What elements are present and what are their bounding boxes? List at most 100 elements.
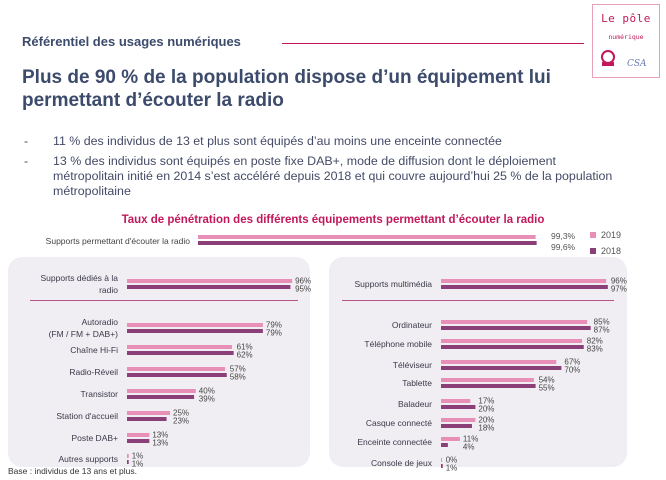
data-label-autres-supports-2018: 1% — [132, 460, 144, 469]
category-label-autoradio-fm-fm-dab: (FM / FM + DAB+) — [49, 329, 119, 339]
bar-autres-supports-2018 — [127, 460, 129, 464]
bullet-dash-icon: - — [24, 134, 29, 148]
data-label-baladeur-2019: 17% — [478, 397, 494, 406]
bullet-dash-icon: - — [24, 154, 29, 168]
data-label-supports-multimedia-2018: 97% — [611, 285, 627, 294]
bar-enceinte-connectee-2019 — [441, 437, 460, 441]
data-label-console-de-jeux-2019: 0% — [446, 456, 458, 465]
category-label-supports-dedies-a-la-radio: radio — [99, 285, 118, 295]
category-label-telephone-mobile: Téléphone mobile — [364, 339, 432, 349]
bar-autoradio-fm-fm-dab-2019 — [127, 323, 263, 327]
bar-ordinateur-2018 — [441, 326, 591, 330]
category-label-televiseur: Téléviseur — [393, 360, 432, 370]
bar-baladeur-2019 — [441, 399, 471, 403]
legend-swatch-2018 — [590, 248, 596, 254]
bar-ordinateur-2019 — [441, 320, 588, 324]
category-label-console-de-jeux: Console de jeux — [371, 458, 433, 468]
data-label-chaine-hi-fi-2019: 61% — [237, 343, 253, 352]
bar-chaine-hi-fi-2019 — [127, 345, 232, 349]
panel-divider-right — [342, 300, 614, 301]
bar-telephone-mobile-2018 — [441, 345, 584, 349]
bar-station-d-accueil-2019 — [127, 411, 170, 415]
category-label-chaine-hi-fi: Chaîne Hi-Fi — [70, 345, 118, 355]
category-label-transistor: Transistor — [81, 389, 119, 399]
data-label-tablette-2018: 55% — [539, 384, 555, 393]
data-label-telephone-mobile-2018: 83% — [587, 345, 603, 354]
data-label-enceinte-connectee-2018: 4% — [463, 443, 475, 452]
data-label-ordinateur-2019: 85% — [594, 318, 610, 327]
data-label-tablette-2019: 54% — [539, 376, 555, 385]
data-label-radio-reveil-2018: 58% — [230, 373, 246, 382]
category-label-station-d-accueil: Station d'accueil — [56, 411, 118, 421]
data-label-supports-multimedia-2019: 96% — [611, 277, 627, 286]
data-label-casque-connecte-2018: 18% — [478, 424, 494, 433]
legend-label-2018: 2018 — [601, 246, 622, 256]
bar-console-de-jeux-2018 — [441, 464, 443, 468]
data-label-top-2018: 99,6% — [551, 242, 576, 252]
data-label-chaine-hi-fi-2018: 62% — [237, 351, 253, 360]
data-label-top-2019: 99,3% — [551, 231, 576, 241]
data-label-baladeur-2018: 20% — [478, 405, 494, 414]
data-label-enceinte-connectee-2019: 11% — [463, 435, 478, 444]
bullet-text: 13 % des individus sont équipés en poste… — [53, 154, 613, 198]
data-label-transistor-2018: 39% — [199, 395, 215, 404]
bar-baladeur-2018 — [441, 405, 476, 409]
data-label-transistor-2019: 40% — [199, 387, 215, 396]
category-label-supports-dedies-a-la-radio: Supports dédiés à la — [41, 273, 119, 283]
top-category-label: Supports permettant d'écouter la radio — [46, 236, 191, 246]
category-label-radio-reveil: Radio-Réveil — [69, 367, 118, 377]
data-label-autoradio-fm-fm-dab-2018: 79% — [266, 329, 282, 338]
data-label-supports-dedies-a-la-radio-2019: 96% — [295, 277, 311, 286]
section-rule — [282, 43, 584, 44]
bar-autres-supports-2019 — [127, 454, 129, 458]
legend-swatch-2019 — [590, 232, 596, 238]
category-label-autoradio-fm-fm-dab: Autoradio — [82, 317, 119, 327]
category-label-supports-multimedia: Supports multimédia — [355, 279, 433, 289]
data-label-ordinateur-2018: 87% — [594, 326, 610, 335]
legend-label-2019: 2019 — [601, 230, 622, 240]
data-label-televiseur-2018: 70% — [564, 366, 580, 375]
category-label-enceinte-connectee: Enceinte connectée — [357, 437, 432, 447]
bar-radio-reveil-2018 — [127, 373, 227, 377]
bar-televiseur-2018 — [441, 366, 562, 370]
data-label-station-d-accueil-2019: 25% — [173, 409, 189, 418]
data-label-autoradio-fm-fm-dab-2019: 79% — [266, 321, 282, 330]
chart-title: Taux de pénétration des différents équip… — [121, 214, 545, 226]
bar-console-de-jeux-2019 — [441, 458, 442, 462]
bar-top-2018 — [198, 241, 537, 245]
bar-enceinte-connectee-2018 — [441, 443, 448, 447]
data-label-supports-dedies-a-la-radio-2018: 95% — [295, 285, 311, 294]
bar-supports-dedies-a-la-radio-2018 — [127, 285, 291, 289]
bar-supports-dedies-a-la-radio-2019 — [127, 279, 293, 283]
arcep-logo-icon — [601, 50, 615, 66]
bar-autoradio-fm-fm-dab-2018 — [127, 329, 263, 333]
data-label-autres-supports-2019: 1% — [132, 452, 144, 461]
data-label-telephone-mobile-2019: 82% — [587, 337, 603, 346]
data-label-station-d-accueil-2018: 23% — [173, 417, 189, 426]
section-label: Référentiel des usages numériques — [22, 34, 241, 49]
data-label-televiseur-2019: 67% — [564, 358, 580, 367]
bar-chaine-hi-fi-2018 — [127, 351, 234, 355]
data-label-casque-connecte-2019: 20% — [478, 416, 494, 425]
data-label-radio-reveil-2019: 57% — [230, 365, 246, 374]
page-title: Plus de 90 % de la population dispose d’… — [22, 67, 551, 111]
category-label-ordinateur: Ordinateur — [392, 320, 432, 330]
category-label-autres-supports: Autres supports — [58, 454, 118, 464]
bar-poste-dab-2018 — [127, 439, 150, 443]
bar-transistor-2019 — [127, 389, 196, 393]
bar-poste-dab-2019 — [127, 433, 150, 437]
bar-station-d-accueil-2018 — [127, 417, 167, 421]
bullet-list: - 11 % des individus de 13 et plus sont … — [22, 134, 622, 204]
csa-logo-icon: CSA — [627, 59, 647, 69]
bar-tablette-2018 — [441, 384, 536, 388]
bullet-item: - 11 % des individus de 13 et plus sont … — [22, 134, 622, 149]
bar-radio-reveil-2019 — [127, 367, 226, 371]
bar-casque-connecte-2018 — [441, 424, 472, 428]
bar-supports-multimedia-2019 — [441, 279, 607, 283]
bar-tablette-2019 — [441, 378, 534, 382]
footnote: Base : individus de 13 ans et plus. — [8, 466, 137, 476]
category-label-casque-connecte: Casque connecté — [366, 418, 432, 428]
category-label-tablette: Tablette — [402, 378, 432, 388]
logo-subtitle: numérique — [608, 33, 644, 41]
